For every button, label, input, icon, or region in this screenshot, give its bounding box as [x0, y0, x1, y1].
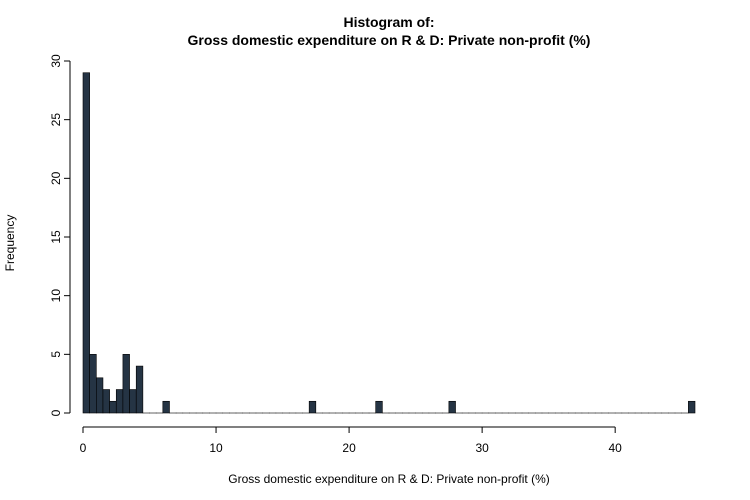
histogram-bar — [96, 377, 104, 414]
histogram-bar — [122, 354, 130, 414]
x-tick-label: 10 — [209, 441, 223, 455]
histogram-bar — [135, 365, 144, 414]
y-tick-label: 20 — [49, 171, 63, 185]
x-tick-label: 40 — [608, 441, 622, 455]
x-tick-label: 30 — [475, 441, 489, 455]
histogram-bar — [308, 400, 317, 414]
histogram-bar — [115, 389, 124, 414]
y-tick-label: 25 — [49, 113, 63, 127]
histogram-bar — [129, 389, 137, 414]
x-axis: 0 10 20 30 40 — [80, 426, 622, 455]
x-tick-label: 0 — [80, 441, 87, 455]
chart-title-line2: Gross domestic expenditure on R & D: Pri… — [188, 32, 591, 48]
y-axis: 0 5 10 15 20 25 30 — [49, 54, 71, 416]
histogram-bar — [448, 400, 456, 414]
x-axis-label: Gross domestic expenditure on R & D: Pri… — [228, 472, 549, 486]
histogram-bar — [375, 400, 383, 414]
x-tick-label: 20 — [342, 441, 356, 455]
histogram-bar — [162, 400, 170, 414]
y-tick-label: 30 — [49, 54, 63, 68]
y-tick-label: 5 — [49, 351, 63, 358]
y-axis-label: Frequency — [3, 215, 17, 272]
y-tick-label: 0 — [49, 409, 63, 416]
histogram-bars — [82, 72, 696, 414]
histogram-bar — [109, 400, 117, 414]
histogram-bar — [89, 354, 97, 414]
histogram-bar — [688, 400, 696, 414]
histogram-bar — [82, 72, 90, 414]
histogram-bar — [102, 389, 110, 414]
y-tick-label: 10 — [49, 289, 63, 303]
chart-title-line1: Histogram of: — [344, 14, 435, 30]
y-tick-label: 15 — [49, 230, 63, 244]
